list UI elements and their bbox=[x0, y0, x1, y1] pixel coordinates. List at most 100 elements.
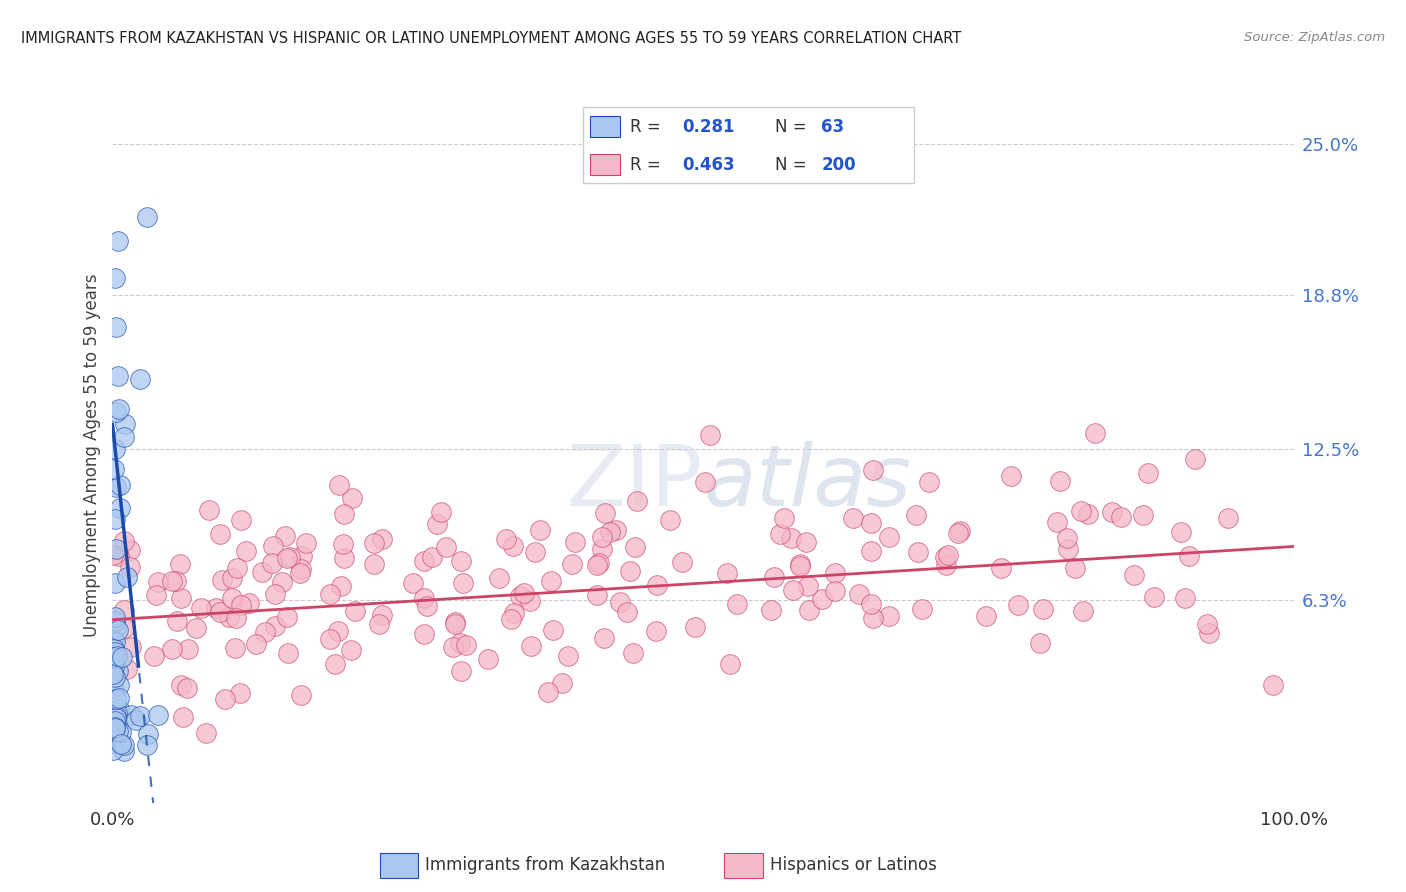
Y-axis label: Unemployment Among Ages 55 to 59 years: Unemployment Among Ages 55 to 59 years bbox=[83, 273, 101, 637]
Point bbox=[104, 724, 127, 739]
Point bbox=[112, 621, 135, 635]
Point bbox=[103, 655, 125, 669]
Point bbox=[295, 536, 318, 550]
Point bbox=[453, 575, 475, 590]
Point bbox=[104, 442, 127, 456]
Point bbox=[105, 692, 128, 706]
Point bbox=[103, 641, 125, 656]
Point bbox=[107, 368, 129, 383]
Point bbox=[772, 510, 794, 524]
Point bbox=[725, 597, 748, 611]
Point bbox=[551, 676, 574, 690]
Point bbox=[145, 588, 167, 602]
Point bbox=[104, 709, 127, 723]
Point bbox=[1057, 541, 1080, 556]
Point bbox=[1143, 590, 1166, 604]
Point bbox=[101, 736, 124, 750]
Point bbox=[645, 577, 668, 591]
Point bbox=[671, 556, 693, 570]
Point bbox=[782, 582, 804, 597]
Point bbox=[103, 649, 125, 664]
Point bbox=[699, 428, 721, 442]
Point bbox=[429, 505, 451, 519]
Point bbox=[502, 607, 524, 621]
Point bbox=[449, 636, 471, 650]
Point bbox=[848, 587, 870, 601]
Point bbox=[344, 604, 367, 618]
Point bbox=[1132, 508, 1154, 522]
Point bbox=[333, 550, 356, 565]
Point bbox=[260, 557, 283, 571]
Point bbox=[107, 724, 129, 739]
Point bbox=[561, 557, 583, 571]
Point bbox=[231, 598, 253, 612]
Point bbox=[1000, 469, 1022, 483]
Point bbox=[104, 645, 127, 659]
Point bbox=[368, 617, 391, 632]
Point bbox=[329, 579, 352, 593]
Point bbox=[107, 549, 129, 564]
Point bbox=[1111, 510, 1133, 524]
Point bbox=[541, 623, 564, 637]
FancyBboxPatch shape bbox=[724, 853, 763, 878]
Point bbox=[104, 721, 127, 735]
Point bbox=[644, 624, 666, 638]
Point bbox=[416, 599, 439, 613]
Text: N =: N = bbox=[775, 118, 807, 136]
Point bbox=[108, 500, 131, 515]
FancyBboxPatch shape bbox=[380, 853, 419, 878]
Point bbox=[146, 707, 169, 722]
Point bbox=[103, 549, 125, 563]
Point bbox=[105, 648, 128, 663]
Point bbox=[413, 627, 436, 641]
Point bbox=[759, 603, 782, 617]
Text: R =: R = bbox=[630, 156, 661, 174]
Point bbox=[226, 561, 249, 575]
Point bbox=[441, 640, 464, 654]
Point bbox=[1195, 617, 1218, 632]
Point bbox=[763, 570, 786, 584]
Point bbox=[104, 479, 127, 493]
Point bbox=[519, 593, 541, 607]
Point bbox=[120, 640, 142, 655]
Point bbox=[110, 737, 132, 751]
Point bbox=[1007, 599, 1029, 613]
Point bbox=[211, 573, 233, 587]
Point bbox=[609, 595, 631, 609]
Text: 0.281: 0.281 bbox=[683, 118, 735, 136]
Point bbox=[235, 544, 257, 558]
Point bbox=[288, 566, 311, 580]
Point bbox=[135, 738, 157, 752]
Point bbox=[363, 535, 385, 549]
Point bbox=[862, 463, 884, 477]
Point bbox=[103, 610, 125, 624]
Point bbox=[443, 617, 465, 632]
Point bbox=[797, 579, 820, 593]
Point bbox=[205, 600, 228, 615]
Point bbox=[333, 507, 356, 521]
Point bbox=[101, 632, 124, 646]
Point bbox=[108, 402, 131, 417]
Point bbox=[1263, 678, 1285, 692]
Text: IMMIGRANTS FROM KAZAKHSTAN VS HISPANIC OR LATINO UNEMPLOYMENT AMONG AGES 55 TO 5: IMMIGRANTS FROM KAZAKHSTAN VS HISPANIC O… bbox=[21, 31, 962, 46]
Point bbox=[340, 491, 363, 505]
Point bbox=[402, 575, 425, 590]
Point bbox=[290, 688, 312, 702]
Point bbox=[263, 587, 285, 601]
Point bbox=[276, 610, 298, 624]
Point bbox=[599, 524, 621, 539]
Point bbox=[253, 625, 276, 640]
Point bbox=[842, 511, 865, 525]
Point bbox=[107, 623, 129, 637]
Point bbox=[101, 681, 124, 696]
Point bbox=[107, 665, 129, 679]
Point bbox=[936, 549, 959, 563]
Point bbox=[488, 571, 510, 585]
Text: ZIP: ZIP bbox=[567, 442, 703, 524]
Point bbox=[1123, 568, 1146, 582]
Point bbox=[1029, 636, 1052, 650]
Point bbox=[499, 612, 522, 626]
Point bbox=[104, 713, 127, 727]
Point bbox=[557, 649, 579, 664]
Point bbox=[103, 731, 125, 745]
